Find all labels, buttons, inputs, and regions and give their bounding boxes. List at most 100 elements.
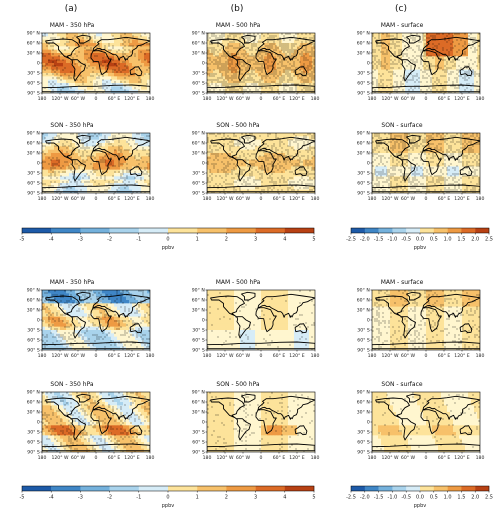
field-cell [312,73,315,77]
field-cell [219,149,223,154]
field-cell [297,143,301,147]
field-cell [96,169,100,174]
field-cell [384,66,388,70]
field-cell [147,169,150,174]
field-cell [207,43,211,47]
field-cell [222,43,226,47]
lat-tick-label: 0 [37,161,40,167]
field-cell [237,139,241,144]
field-cell [237,66,241,70]
field-cell [120,69,124,74]
field-cell [297,186,301,190]
field-cell [453,33,457,37]
field-cell [426,73,430,77]
field-cell [474,156,478,160]
field-cell [135,86,139,90]
field-cell [240,66,244,70]
field-cell [228,303,232,307]
field-cell [297,159,301,164]
field-cell [147,153,150,157]
field-cell [378,83,382,87]
field-cell [147,79,150,84]
field-cell [69,313,73,317]
field-cell [309,303,313,307]
field-cell [255,179,259,184]
field-cell [54,86,58,90]
field-cell [438,136,442,140]
field-cell [249,306,253,311]
field-cell [84,79,88,84]
field-cell [459,76,463,80]
field-cell [405,159,409,164]
field-cell [243,176,247,180]
field-cell [99,146,103,150]
field-cell [99,173,103,177]
field-cell [285,163,289,167]
field-cell [54,69,58,74]
field-cell [51,39,55,44]
field-cell [75,179,79,184]
field-cell [45,179,49,184]
field-cell [219,79,223,84]
lat-tick-label: 0 [367,161,370,167]
field-cell [144,139,148,144]
field-cell [45,169,49,174]
field-cell [450,139,454,144]
field-cell [255,36,259,40]
field-cell [429,139,433,144]
field-cell [420,39,424,44]
field-cell [408,46,412,50]
field-cell [300,33,304,37]
field-cell [237,36,241,40]
field-cell [219,56,223,60]
field-cell [135,306,139,311]
field-cell [69,33,73,37]
field-cell [75,306,79,311]
field-cell [471,39,475,44]
field-cell [117,39,121,44]
field-cell [438,43,442,47]
field-cell [294,300,298,304]
field-cell [75,143,79,147]
field-cell [312,83,315,87]
field-cell [135,300,139,304]
field-cell [444,186,448,190]
field-cell [45,330,49,334]
field-cell [465,76,469,80]
field-cell [90,186,94,190]
field-cell [60,316,64,321]
lat-tick-label: 30° S [27,171,40,177]
field-cell [114,330,118,334]
field-cell [90,169,94,174]
field-cell [42,56,46,60]
field-cell [252,63,256,67]
field-cell [102,53,106,57]
field-cell [414,66,418,70]
field-cell [405,186,409,190]
field-cell [222,186,226,190]
field-cell [261,46,265,50]
field-cell [420,73,424,77]
field-cell [447,86,451,90]
field-cell [108,300,112,304]
field-cell [42,63,46,67]
field-cell [108,306,112,311]
field-cell [147,143,150,147]
field-cell [294,39,298,44]
field-cell [78,79,82,84]
field-cell [105,186,109,190]
field-cell [48,333,52,337]
field-cell [117,79,121,84]
field-cell [111,139,115,144]
field-cell [93,343,97,347]
field-cell [432,169,436,174]
field-cell [276,69,280,74]
field-cell [423,33,427,37]
field-cell [375,159,379,164]
field-cell [96,293,100,297]
field-cell [99,186,103,190]
field-cell [144,336,148,341]
field-cell [234,166,238,170]
field-cell [429,83,433,87]
field-cell [471,46,475,50]
